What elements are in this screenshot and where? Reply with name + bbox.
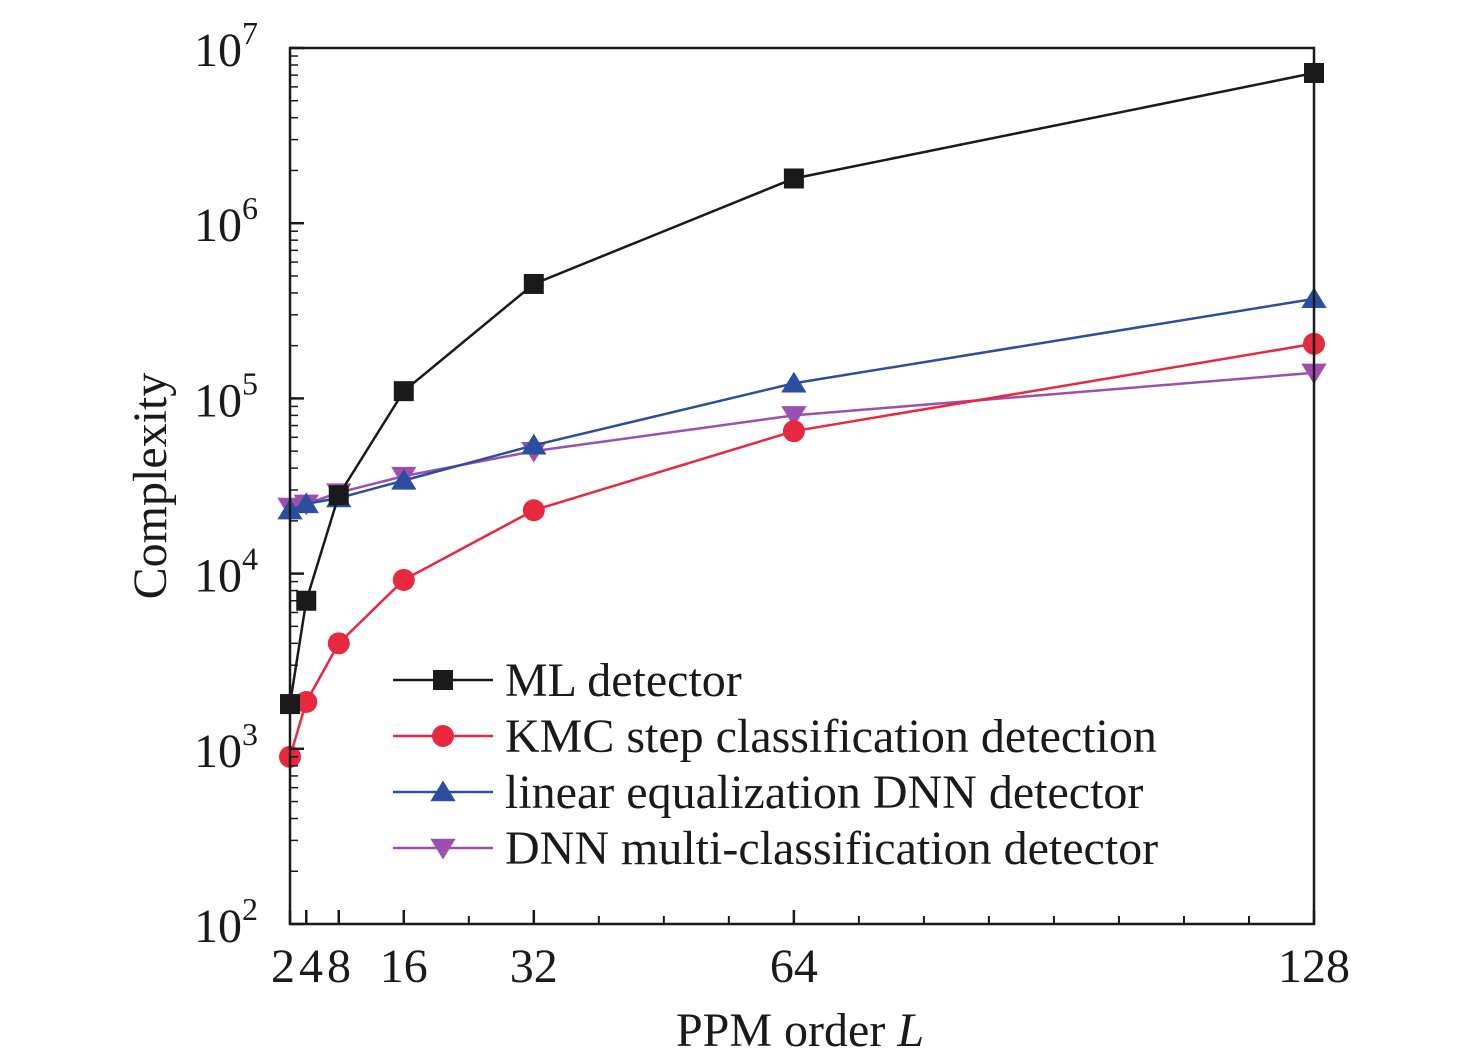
y-tick-label: 106 [194, 190, 258, 252]
data-point [295, 690, 318, 713]
y-tick-label: 105 [194, 365, 258, 427]
legend-item: KMC step classification detection [393, 710, 1157, 763]
legend-item: ML detector [393, 654, 742, 707]
y-tick-exponent: 7 [242, 15, 258, 51]
y-tick-exponent: 5 [242, 365, 258, 401]
data-point [781, 371, 807, 393]
x-tick-label: 4 [299, 940, 323, 993]
series-kmc-step-classification-detection [279, 332, 1325, 768]
data-point [783, 168, 804, 189]
data-point [328, 485, 349, 506]
y-tick-base: 10 [194, 199, 242, 252]
data-point [391, 468, 417, 490]
x-tick-label: 32 [510, 940, 558, 993]
legend-label: DNN multi-classification detector [505, 822, 1158, 875]
legend-swatch-marker [430, 780, 456, 802]
x-axis-title-text: PPM order [676, 1004, 885, 1057]
data-point [781, 406, 807, 427]
y-axis-title: Complexity [124, 373, 177, 600]
y-tick-base: 10 [194, 374, 242, 427]
series-ml-detector [280, 62, 1324, 715]
y-tick-exponent: 4 [242, 541, 258, 577]
x-axis-title: PPM order L [676, 1004, 924, 1057]
series-line [288, 342, 1315, 758]
x-tick-label: 16 [380, 940, 428, 993]
data-point [296, 590, 317, 611]
y-tick-base: 10 [194, 725, 242, 778]
data-point [393, 381, 414, 402]
data-point [782, 420, 805, 443]
legend-swatch-marker [430, 838, 456, 860]
x-axis-variable: L [896, 1004, 924, 1057]
data-point [522, 499, 545, 522]
legend-label: ML detector [505, 654, 742, 707]
data-point [293, 492, 319, 514]
y-tick-exponent: 3 [242, 716, 258, 752]
y-tick-label: 104 [194, 541, 258, 603]
legend-item: linear equalization DNN detector [393, 766, 1143, 819]
y-tick-label: 107 [194, 15, 258, 77]
x-tick-label: 64 [770, 940, 818, 993]
y-tick-exponent: 6 [242, 190, 258, 226]
data-point [523, 273, 544, 294]
legend-label: linear equalization DNN detector [505, 766, 1143, 819]
series-layer [277, 62, 1327, 768]
legend-swatch-marker [433, 670, 453, 690]
legend-label: KMC step classification detection [505, 710, 1157, 763]
data-point [392, 568, 415, 591]
x-tick-label: 8 [327, 940, 351, 993]
data-point [327, 632, 350, 655]
series-line [289, 371, 1315, 509]
plot-frame [288, 46, 1316, 926]
x-tick-label: 2 [271, 940, 295, 993]
data-point [521, 433, 547, 455]
y-tick-exponent: 2 [242, 891, 258, 927]
y-tick-base: 10 [194, 900, 242, 953]
y-tick-base: 10 [194, 24, 242, 77]
y-tick-label: 103 [194, 716, 258, 778]
legend-item: DNN multi-classification detector [393, 822, 1158, 875]
series-line [289, 297, 1315, 512]
y-tick-base: 10 [194, 550, 242, 603]
x-tick-label: 128 [1278, 940, 1350, 993]
legend-swatch-marker [432, 725, 454, 747]
y-tick-label: 102 [194, 891, 258, 953]
series-linear-equalization-dnn-detector [277, 287, 1327, 520]
